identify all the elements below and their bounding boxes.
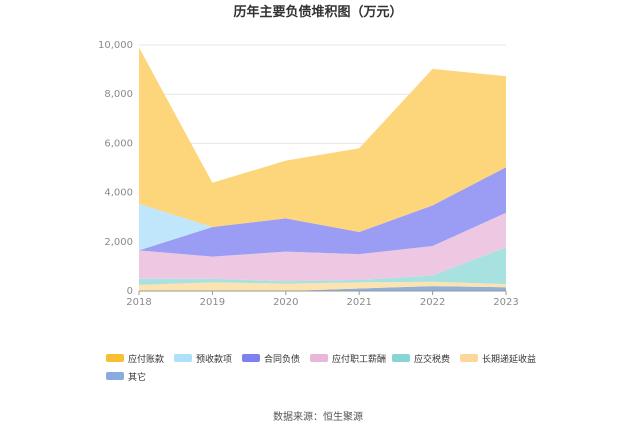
area-series xyxy=(139,47,506,291)
x-tick-label: 2018 xyxy=(126,297,151,308)
x-tick-label: 2023 xyxy=(493,297,518,308)
legend-swatch xyxy=(106,354,124,362)
legend-item[interactable]: 应付职工薪酬 xyxy=(310,353,386,365)
data-source: 数据来源：恒生聚源 xyxy=(273,410,363,423)
legend-item[interactable]: 预收款项 xyxy=(174,353,232,365)
legend-label: 其它 xyxy=(128,371,146,383)
y-tick-label: 4,000 xyxy=(104,188,133,199)
y-tick-label: 8,000 xyxy=(104,89,133,100)
legend-item[interactable]: 应付账款 xyxy=(106,353,164,365)
x-tick-label: 2022 xyxy=(420,297,445,308)
legend-label: 应付职工薪酬 xyxy=(332,353,386,365)
area-series-长期递延收益 xyxy=(139,281,506,291)
x-tick-label: 2020 xyxy=(273,297,298,308)
legend-swatch xyxy=(310,354,328,362)
x-tick-label: 2021 xyxy=(346,297,371,308)
legend-item[interactable]: 合同负债 xyxy=(242,353,300,365)
legend-item[interactable]: 应交税费 xyxy=(392,353,450,365)
y-tick-label: 6,000 xyxy=(104,138,133,149)
legend-label: 预收款项 xyxy=(196,353,232,365)
legend-item[interactable]: 长期递延收益 xyxy=(460,353,536,365)
legend-swatch xyxy=(460,354,478,362)
area-series-应交税费 xyxy=(139,247,506,285)
y-tick-label: 0 xyxy=(127,286,133,297)
legend-label: 合同负债 xyxy=(264,353,300,365)
legend-swatch xyxy=(174,354,192,362)
area-series-其它 xyxy=(139,286,506,291)
legend-swatch xyxy=(392,354,410,362)
legend-label: 长期递延收益 xyxy=(482,353,536,365)
axes: 0 2,000 4,000 6,000 8,000 10,000 2018 2019 2020 2… xyxy=(98,40,519,308)
legend-label: 应交税费 xyxy=(414,353,450,365)
legend-label: 应付账款 xyxy=(128,353,164,365)
legend-swatch xyxy=(106,372,124,380)
area-series-应付账款 xyxy=(139,47,506,232)
y-tick-label: 2,000 xyxy=(104,237,133,248)
legend-swatch xyxy=(242,354,260,362)
legend-item[interactable]: 其它 xyxy=(106,371,146,383)
area-series-合同负债 xyxy=(139,167,506,257)
chart-title: 历年主要负债堆积图（万元） xyxy=(233,4,402,20)
y-tick-label: 10,000 xyxy=(98,40,133,51)
area-series-应付职工薪酬 xyxy=(139,212,506,282)
x-tick-label: 2019 xyxy=(200,297,225,308)
